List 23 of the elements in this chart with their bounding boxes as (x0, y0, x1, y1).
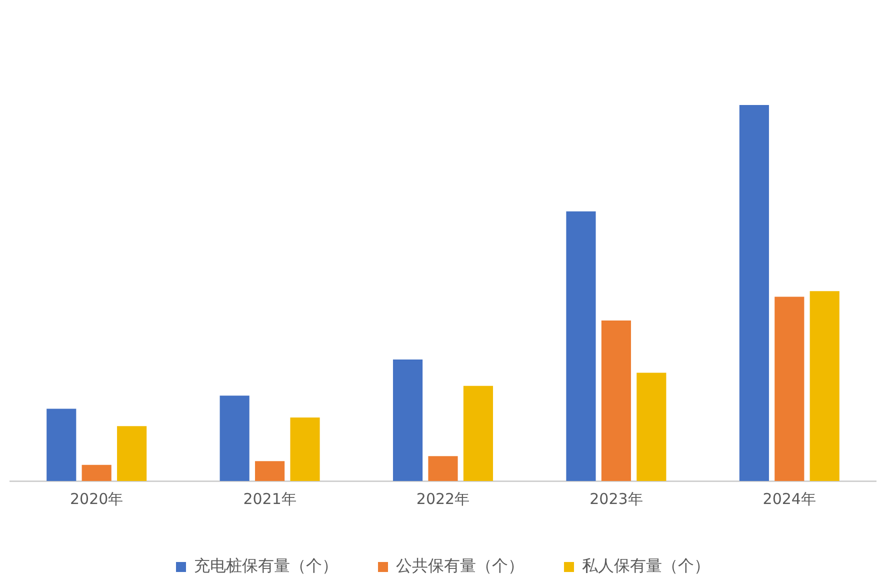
bar (739, 105, 769, 481)
x-tick-label: 2020年 (70, 490, 124, 508)
x-tick-label: 2024年 (762, 490, 816, 508)
bar (566, 211, 596, 481)
bar (774, 296, 804, 481)
legend-label: 私人保有量（个） (582, 556, 710, 576)
bar (810, 291, 840, 481)
x-tick-label: 2022年 (416, 490, 470, 508)
bar (46, 408, 76, 481)
legend-label: 充电桩保有量（个） (194, 556, 338, 576)
bar (636, 372, 666, 481)
bar (428, 456, 458, 481)
bar (290, 417, 320, 481)
x-tick-label: 2021年 (243, 490, 296, 508)
bar (463, 386, 494, 481)
bar (601, 320, 631, 481)
bar (255, 461, 285, 481)
bar (117, 426, 147, 481)
bar (392, 360, 423, 481)
legend-label: 公共保有量（个） (396, 556, 524, 576)
bar (82, 464, 112, 481)
x-tick-label: 2023年 (590, 490, 643, 508)
bar (220, 396, 250, 481)
